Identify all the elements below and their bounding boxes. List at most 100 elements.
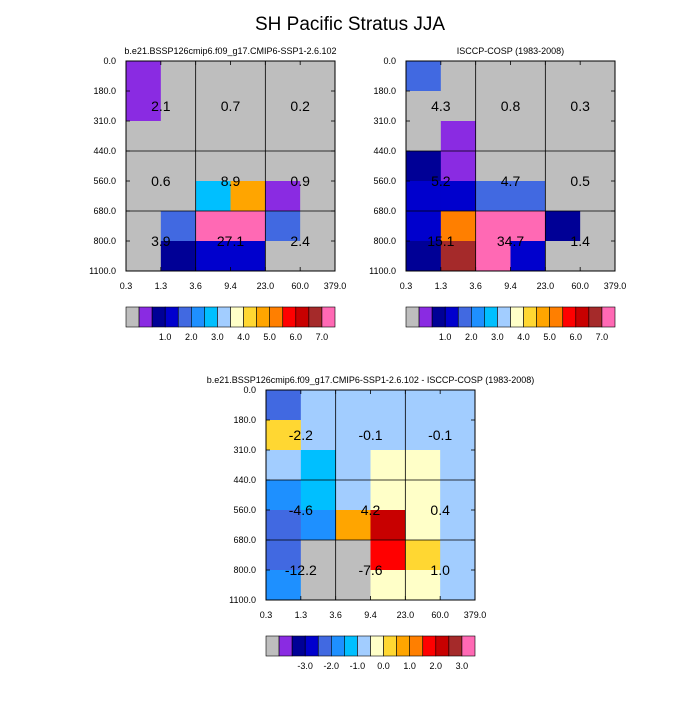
heatmap-cell [265,121,301,152]
heatmap-cell [510,241,546,272]
colorbar-swatch [405,306,420,328]
colorbar-label: 7.0 [316,332,329,342]
heatmap-cell [440,121,477,152]
heatmap-cell [545,91,581,122]
x-tick-label: 379.0 [604,281,627,291]
heatmap-cell [440,91,477,122]
panel-title: ISCCP-COSP (1983-2008) [457,46,564,56]
colorbar-swatch [471,306,485,328]
heatmap-cell [195,181,231,212]
block-value-label: -7.6 [358,562,382,578]
heatmap-panel-1: 0.3 1.3 3.6 9.4 23.0 60.0 379.0 0.0 180.0 310.0 44… [89,46,346,291]
colorbar-swatch [317,635,332,657]
heatmap-cell [126,61,162,92]
block-value-label: 0.2 [290,98,310,114]
heatmap-cell [230,241,266,272]
y-tick-label: 1100.0 [369,266,396,276]
heatmap-cell [160,151,197,182]
heatmap-cell [265,181,301,212]
heatmap-cell [300,480,337,511]
x-tick-label: 23.0 [537,281,555,291]
colorbar-label: 5.0 [263,332,276,342]
heatmap-cell [545,241,581,272]
block-value-label: 3.9 [151,233,171,249]
colorbar-2: 1.0 2.0 3.0 4.0 5.0 6.0 7.0 [405,306,616,342]
block-value-label: 1.0 [430,562,450,578]
colorbar-label: 1.0 [439,332,452,342]
heatmap-cell [335,510,371,541]
heatmap-cell [405,570,441,601]
y-tick-label: 800.0 [93,236,116,246]
colorbar-swatch [291,635,306,657]
colorbar-swatch [588,306,603,328]
colorbar-swatch [396,635,410,657]
colorbar-label: 4.0 [237,332,250,342]
heatmap-cell [265,61,301,92]
colorbar-swatch [418,306,433,328]
y-tick-label: 800.0 [373,236,396,246]
heatmap-cell [335,420,371,451]
heatmap-cell [580,61,616,92]
heatmap-cell [230,61,266,92]
colorbar-swatch [536,306,550,328]
heatmap-cell [230,181,266,212]
heatmap-panel-3: 0.3 1.3 3.6 9.4 23.0 60.0 379.0 0.0 180.0 310.0 44… [207,375,535,620]
colorbar-swatch [164,306,179,328]
block-value-label: 27.1 [217,233,244,249]
heatmap-cell [230,211,266,242]
heatmap-cell [580,241,616,272]
x-tick-label: 60.0 [571,281,589,291]
colorbar-label: -1.0 [350,661,366,671]
heatmap-cell [370,510,406,541]
colorbar-swatch [383,635,397,657]
x-tick-label: 0.3 [260,610,273,620]
heatmap-cell [406,91,442,122]
block-value-label: 1.4 [570,233,590,249]
colorbar-swatch [243,306,257,328]
heatmap-cell [230,91,266,122]
y-tick-label: 680.0 [373,206,396,216]
y-tick-label: 180.0 [233,415,256,425]
heatmap-cell [335,450,371,481]
colorbar-label: 4.0 [517,332,530,342]
heatmap-cell [195,121,231,152]
block-value-label: 0.6 [151,173,171,189]
colorbar-swatch [601,306,616,328]
colorbar-swatch [265,635,280,657]
heatmap-cell [475,181,511,212]
heatmap-cell [405,480,441,511]
heatmap-cell [266,450,302,481]
heatmap-cell [126,151,162,182]
colorbar-swatch [575,306,590,328]
heatmap-cell [406,61,442,92]
colorbar-swatch [457,306,472,328]
colorbar-label: 6.0 [290,332,303,342]
x-tick-label: 379.0 [324,281,347,291]
heatmap-cell [160,181,197,212]
heatmap-cell [510,91,546,122]
heatmap-cell [195,91,231,122]
heatmap-cell [440,510,476,541]
colorbar-swatch [321,306,336,328]
heatmap-cell [335,570,371,601]
heatmap-cell [545,61,581,92]
heatmap-cell [510,151,546,182]
heatmap-cell [160,211,197,242]
heatmap-cell [440,540,476,571]
colorbar-label: 2.0 [465,332,478,342]
x-tick-label: 3.6 [329,610,342,620]
heatmap-cell [545,121,581,152]
y-tick-label: 0.0 [383,56,396,66]
heatmap-cell [510,121,546,152]
heatmap-cell [195,61,231,92]
block-value-label: 0.7 [221,98,241,114]
y-tick-label: 680.0 [93,206,116,216]
heatmap-cell [475,241,511,272]
heatmap-cell [335,540,371,571]
colorbar-label: 5.0 [543,332,556,342]
heatmap-cell [440,390,476,421]
heatmap-cell [475,121,511,152]
colorbar-1: 1.0 2.0 3.0 4.0 5.0 6.0 7.0 [125,306,336,342]
heatmap-cell [440,61,477,92]
